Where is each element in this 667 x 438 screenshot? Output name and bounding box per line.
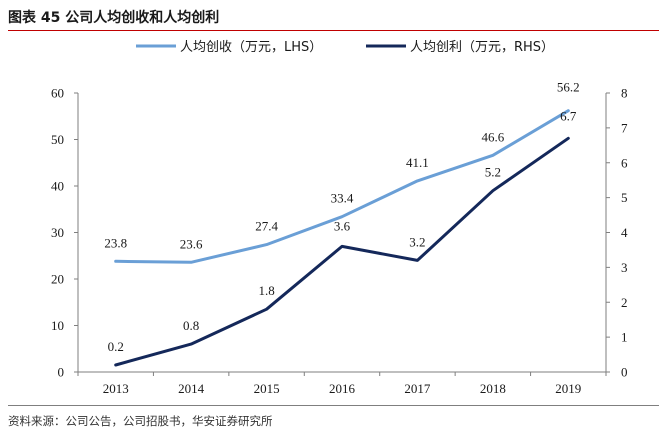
data-label: 23.6: [180, 236, 203, 251]
data-label: 56.2: [557, 80, 580, 95]
legend-label-profit: 人均创利（万元，RHS）: [410, 40, 554, 55]
y-left-tick-label: 0: [58, 365, 65, 380]
data-label: 1.8: [258, 283, 274, 298]
y-left-tick-label: 60: [51, 86, 64, 101]
data-label: 33.4: [331, 191, 354, 206]
y-left-tick-label: 40: [51, 179, 64, 194]
data-label: 23.8: [104, 235, 127, 250]
x-tick-label: 2013: [103, 381, 129, 396]
y-left-tick-label: 30: [51, 225, 64, 240]
data-labels: 23.8 23.6 27.4 33.4 41.1 46.6 56.2 0.2 0.8 1.8 3.6…: [104, 80, 579, 354]
y-right-tick-label: 5: [621, 190, 628, 205]
source-divider: [8, 405, 659, 406]
x-tick-label: 2016: [329, 381, 356, 396]
series-lines: [114, 109, 570, 367]
y-left-tick-label: 50: [51, 132, 64, 147]
data-label: 0.2: [108, 339, 124, 354]
data-label: 27.4: [255, 219, 278, 234]
y-right-tick-label: 3: [621, 260, 628, 275]
data-label: 6.7: [560, 108, 577, 123]
x-tick-label: 2018: [480, 381, 506, 396]
y-left-tick-label: 20: [51, 272, 64, 287]
chart-legend: 人均创收（万元，LHS） 人均创利（万元，RHS）: [136, 40, 554, 55]
x-tick-label: 2014: [178, 381, 205, 396]
legend-label-revenue: 人均创收（万元，LHS）: [180, 40, 322, 55]
y-left-tick-label: 10: [51, 318, 64, 333]
x-tick-label: 2015: [254, 381, 280, 396]
figure-title: 图表 45 公司人均创收和人均创利: [8, 10, 220, 26]
data-label: 41.1: [406, 155, 429, 170]
source-note: 资料来源：公司公告，公司招股书，华安证券研究所: [8, 414, 273, 428]
title-divider: [8, 30, 659, 31]
y-right-tick-label: 8: [621, 86, 628, 101]
data-label: 46.6: [481, 129, 504, 144]
axis-ticks: 0 10 20 30 40 50 60 0 1 2 3 4 5 6 7 8 2013 2014 2015 2016 20…: [51, 86, 628, 397]
y-right-tick-label: 2: [621, 295, 628, 310]
profit-per-capita-line: [114, 136, 570, 367]
x-tick-label: 2017: [404, 381, 431, 396]
y-right-tick-label: 7: [621, 120, 628, 135]
revenue-per-capita-line: [114, 109, 570, 264]
data-label: 5.2: [485, 165, 501, 180]
y-right-tick-label: 6: [621, 155, 628, 170]
data-label: 0.8: [183, 318, 199, 333]
y-right-tick-label: 1: [621, 330, 628, 345]
x-tick-label: 2019: [555, 381, 581, 396]
y-right-tick-label: 0: [621, 365, 628, 380]
data-label: 3.2: [409, 234, 425, 249]
y-right-tick-label: 4: [621, 225, 628, 240]
data-label: 3.6: [334, 218, 351, 233]
